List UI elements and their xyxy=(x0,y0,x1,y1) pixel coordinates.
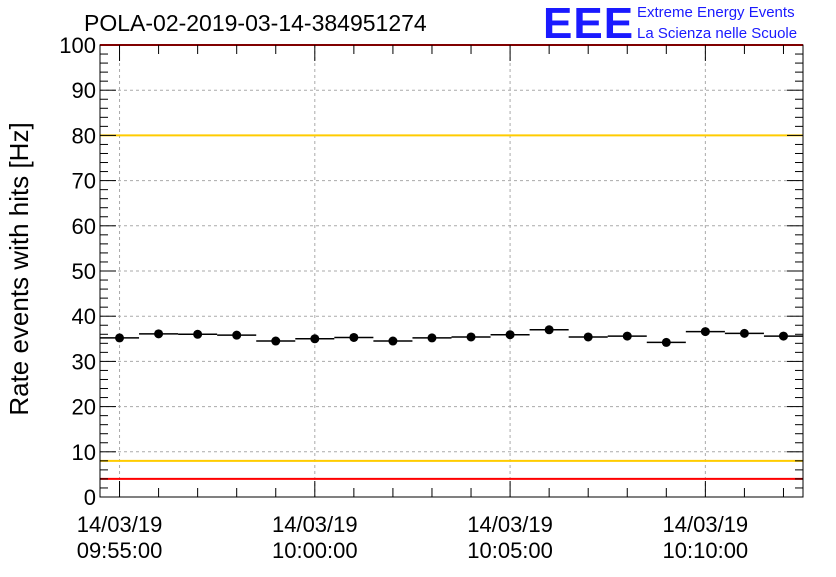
y-axis-label: Rate events with hits [Hz] xyxy=(4,122,34,415)
data-point xyxy=(427,333,437,343)
data-point xyxy=(466,332,476,342)
y-tick-label: 100 xyxy=(59,33,96,58)
data-point xyxy=(661,337,671,347)
y-tick-label: 10 xyxy=(72,440,96,465)
data-point xyxy=(232,330,242,340)
y-tick-label: 0 xyxy=(84,485,96,510)
logo-caption-line2: La Scienza nelle Scuole xyxy=(637,25,798,42)
data-point xyxy=(193,329,203,339)
x-tick-label-time: 10:00:00 xyxy=(272,538,358,563)
data-point xyxy=(583,332,593,342)
data-point xyxy=(622,331,632,341)
data-point xyxy=(739,328,749,338)
x-tick-label-date: 14/03/19 xyxy=(77,512,163,537)
y-tick-label: 40 xyxy=(72,304,96,329)
data-point xyxy=(544,325,554,335)
data-point xyxy=(388,336,398,346)
y-tick-label: 90 xyxy=(72,78,96,103)
x-tick-label-time: 10:10:00 xyxy=(663,538,749,563)
x-tick-label-date: 14/03/19 xyxy=(467,512,553,537)
y-tick-label: 70 xyxy=(72,169,96,194)
data-point xyxy=(700,327,710,337)
y-tick-label: 80 xyxy=(72,123,96,148)
y-tick-label: 60 xyxy=(72,214,96,239)
x-tick-label-time: 10:05:00 xyxy=(467,538,553,563)
logo-caption-line1: Extreme Energy Events xyxy=(637,4,795,21)
data-point xyxy=(349,332,359,342)
data-point xyxy=(505,330,515,340)
data-point xyxy=(778,331,788,341)
y-tick-label: 50 xyxy=(72,259,96,284)
data-point xyxy=(154,329,164,339)
x-tick-label-time: 09:55:00 xyxy=(77,538,163,563)
data-point xyxy=(310,334,320,344)
y-tick-label: 30 xyxy=(72,349,96,374)
data-point xyxy=(115,333,125,343)
x-tick-label-date: 14/03/19 xyxy=(272,512,358,537)
y-tick-label: 20 xyxy=(72,395,96,420)
chart-title: POLA-02-2019-03-14-384951274 xyxy=(84,10,427,36)
eee-logo: EEE xyxy=(543,0,635,48)
plot-frame xyxy=(99,44,804,498)
data-point xyxy=(271,336,281,346)
x-tick-label-date: 14/03/19 xyxy=(663,512,749,537)
